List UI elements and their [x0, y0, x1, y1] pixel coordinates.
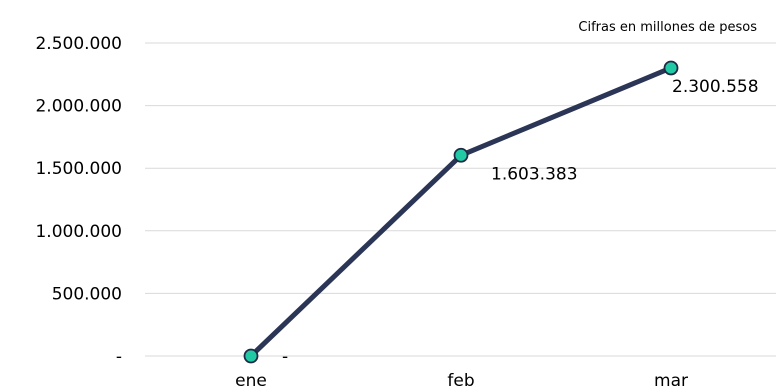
data-value-label: -: [282, 347, 288, 367]
y-axis-ticks: - 500.000 1.000.000 1.500.000 2.000.000 2.500…: [35, 34, 122, 367]
data-point-marker: [243, 348, 259, 364]
series-line: [248, 65, 674, 359]
x-tick-label: ene: [235, 371, 267, 391]
y-tick-label: 500.000: [52, 284, 122, 304]
x-tick-label: mar: [654, 371, 688, 391]
x-axis-ticks: ene feb mar: [235, 371, 688, 391]
y-tick-label: 1.500.000: [35, 159, 122, 179]
series-polyline: [248, 65, 674, 359]
y-tick-label: 1.000.000: [35, 222, 122, 242]
series-markers: [243, 60, 679, 364]
data-value-label: 2.300.558: [672, 77, 759, 97]
units-annotation: Cifras en millones de pesos: [578, 20, 757, 35]
data-labels: - 1.603.383 2.300.558: [282, 77, 759, 367]
data-point-marker: [663, 60, 679, 76]
data-value-label: 1.603.383: [491, 164, 578, 184]
y-tick-label: 2.000.000: [35, 97, 122, 117]
gridlines: [145, 42, 776, 357]
x-tick-label: feb: [447, 371, 474, 391]
y-tick-label: -: [116, 347, 122, 367]
data-point-marker: [453, 147, 469, 163]
y-tick-label: 2.500.000: [35, 34, 122, 54]
